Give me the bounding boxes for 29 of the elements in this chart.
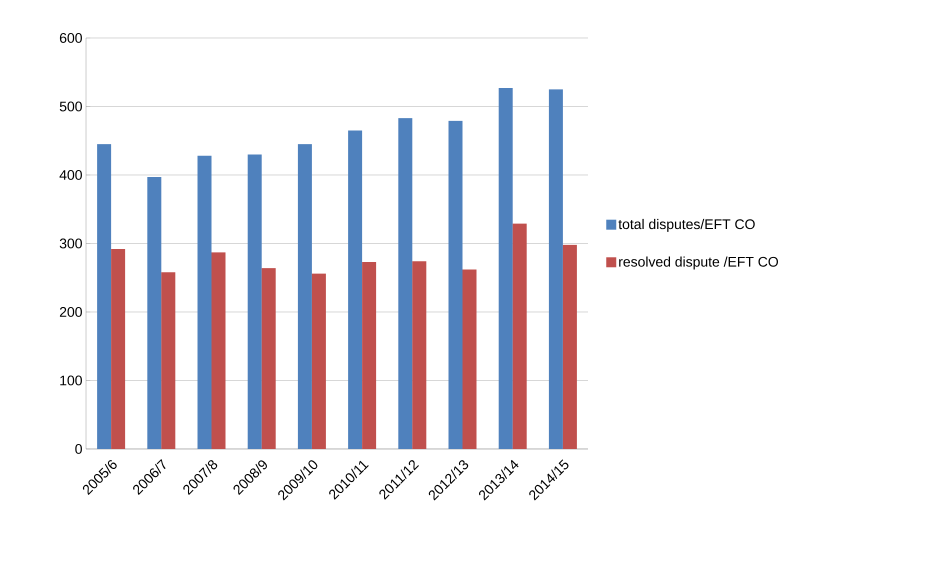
bar <box>548 89 563 449</box>
bar <box>97 144 112 449</box>
bar <box>312 274 326 449</box>
bar <box>198 156 212 449</box>
bar <box>512 224 527 449</box>
bar <box>262 268 276 449</box>
y-tick-label: 500 <box>60 102 82 112</box>
y-tick-label: 600 <box>60 33 82 43</box>
bar <box>398 118 412 449</box>
bar <box>348 130 362 449</box>
bar <box>362 262 376 449</box>
bar <box>448 120 463 449</box>
bar <box>248 154 262 449</box>
bar <box>212 252 226 449</box>
bar <box>562 244 577 449</box>
bar <box>298 144 312 449</box>
bar <box>147 177 162 449</box>
y-tick-label: 200 <box>60 307 82 317</box>
y-tick-label: 100 <box>60 376 82 386</box>
y-tick-label: 0 <box>75 444 82 454</box>
bar <box>111 248 126 449</box>
bar <box>412 261 426 449</box>
bar <box>462 270 477 449</box>
legend-label: total disputes/EFT CO <box>618 218 755 232</box>
legend-label: resolved dispute /EFT CO <box>619 256 778 270</box>
y-tick-label: 300 <box>60 238 82 248</box>
y-tick-label: 400 <box>60 170 82 180</box>
bar <box>161 272 176 449</box>
bar <box>498 88 513 449</box>
